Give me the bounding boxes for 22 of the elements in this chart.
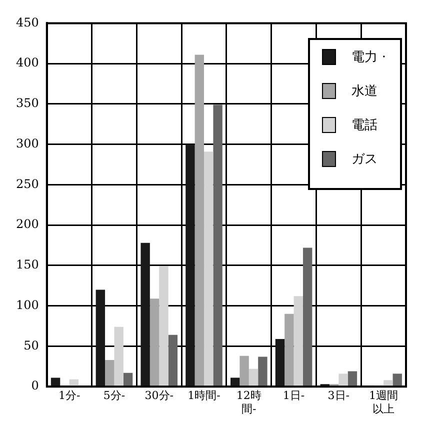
x-tick-label: 1週間以上 <box>369 389 398 416</box>
x-tick-label: 3日- <box>328 389 350 402</box>
x-tick-label: 30分- <box>144 389 174 402</box>
legend-label: 電話 <box>352 117 378 134</box>
y-tick-label: 0 <box>31 378 39 393</box>
x-tick-label: 12時間- <box>236 389 262 416</box>
y-tick-label: 100 <box>16 298 39 312</box>
x-tick-label: 5分- <box>103 389 126 402</box>
y-tick-label: 200 <box>16 217 39 232</box>
y-tick-label: 150 <box>16 258 39 272</box>
y-tick-label: 450 <box>16 15 39 30</box>
x-tick-label: 1分- <box>58 389 80 402</box>
y-tick-label: 400 <box>16 56 39 70</box>
y-tick-label: 300 <box>16 136 39 150</box>
y-tick-label: 50 <box>24 338 39 352</box>
x-tick-label: 1日- <box>282 389 305 402</box>
legend-label: 電力 · <box>352 49 386 66</box>
y-tick-label: 250 <box>16 176 39 191</box>
legend-label: ガス <box>352 151 378 168</box>
legend-label: 水道 <box>352 83 378 100</box>
x-tick-label: 1時間- <box>188 389 221 402</box>
y-tick-label: 350 <box>16 96 39 110</box>
